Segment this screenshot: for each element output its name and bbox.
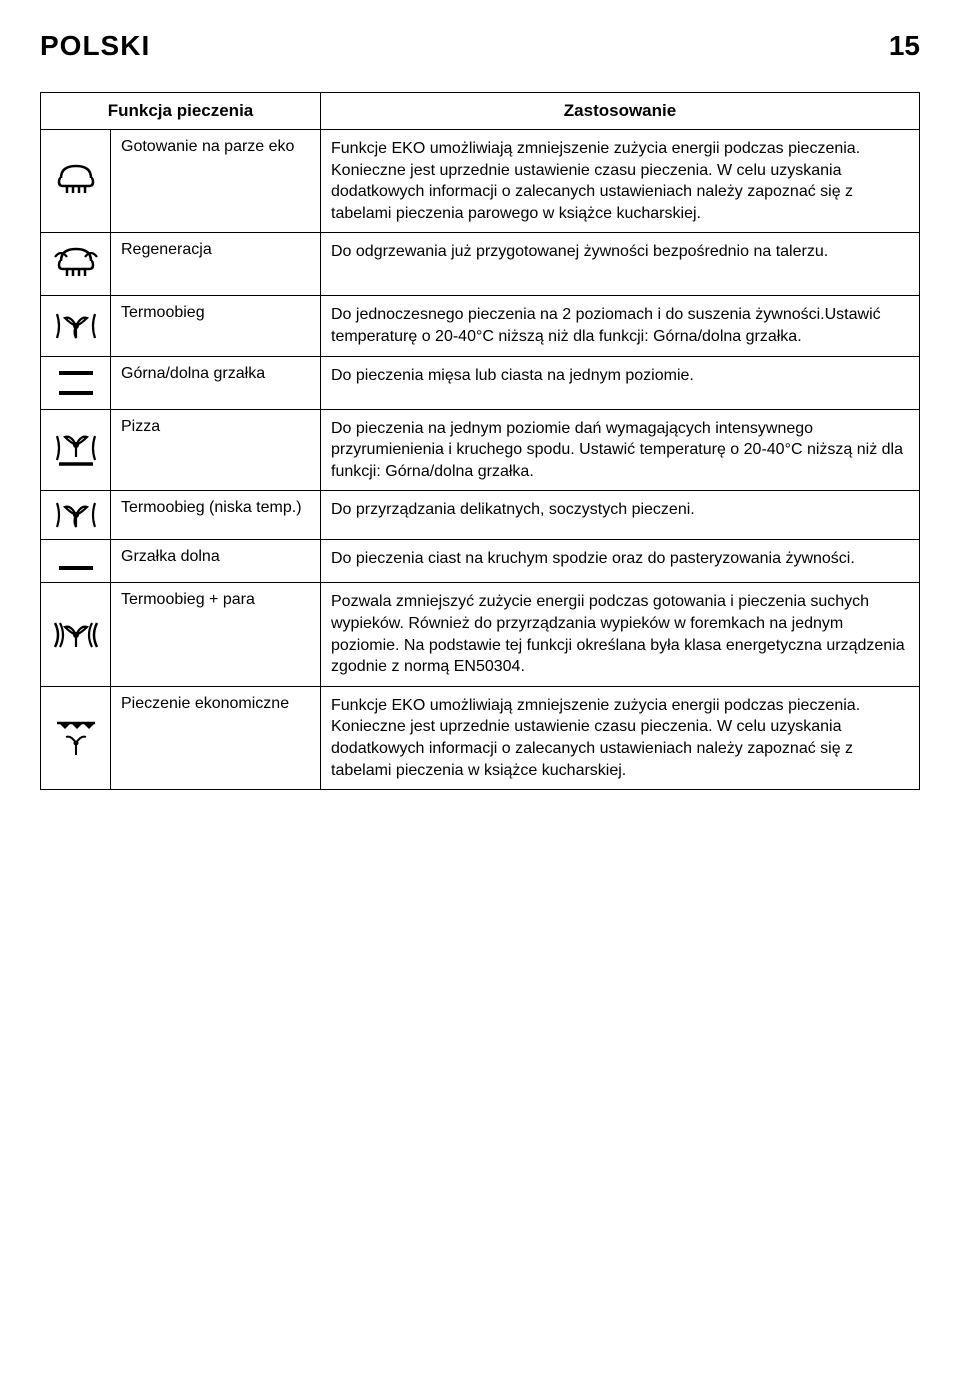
- fan-icon: [41, 491, 111, 540]
- table-row: Grzałka dolnaDo pieczenia ciast na kruch…: [41, 540, 920, 583]
- function-name: Górna/dolna grzałka: [111, 356, 321, 409]
- function-description: Funkcje EKO umożliwiają zmniejszenie zuż…: [321, 686, 920, 789]
- function-name: Termoobieg: [111, 296, 321, 356]
- header-left: POLSKI: [40, 30, 150, 62]
- table-row: PizzaDo pieczenia na jednym poziomie dań…: [41, 409, 920, 491]
- table-row: Termoobieg (niska temp.)Do przyrządzania…: [41, 491, 920, 540]
- pizza-icon: [41, 409, 111, 491]
- table-row: TermoobiegDo jednoczesnego pieczenia na …: [41, 296, 920, 356]
- function-description: Do przyrządzania delikatnych, soczystych…: [321, 491, 920, 540]
- fan-steam-icon: [41, 583, 111, 686]
- function-name: Regeneracja: [111, 233, 321, 296]
- col-header-funkcja: Funkcja pieczenia: [41, 93, 321, 130]
- function-description: Do pieczenia na jednym poziomie dań wyma…: [321, 409, 920, 491]
- steam-eco-icon: [41, 130, 111, 233]
- table-row: Górna/dolna grzałkaDo pieczenia mięsa lu…: [41, 356, 920, 409]
- function-name: Termoobieg + para: [111, 583, 321, 686]
- function-description: Funkcje EKO umożliwiają zmniejszenie zuż…: [321, 130, 920, 233]
- function-name: Pizza: [111, 409, 321, 491]
- page-header: POLSKI 15: [40, 30, 920, 62]
- col-header-zastosowanie: Zastosowanie: [321, 93, 920, 130]
- function-description: Do pieczenia mięsa lub ciasta na jednym …: [321, 356, 920, 409]
- functions-table: Funkcja pieczenia Zastosowanie Gotowanie…: [40, 92, 920, 790]
- function-description: Pozwala zmniejszyć zużycie energii podcz…: [321, 583, 920, 686]
- table-row: Pieczenie ekonomiczneFunkcje EKO umożliw…: [41, 686, 920, 789]
- table-row: Termoobieg + paraPozwala zmniejszyć zuży…: [41, 583, 920, 686]
- function-name: Pieczenie ekonomiczne: [111, 686, 321, 789]
- steam-regen-icon: [41, 233, 111, 296]
- top-bottom-icon: [41, 356, 111, 409]
- bottom-icon: [41, 540, 111, 583]
- table-row: RegeneracjaDo odgrzewania już przygotowa…: [41, 233, 920, 296]
- function-name: Grzałka dolna: [111, 540, 321, 583]
- function-name: Termoobieg (niska temp.): [111, 491, 321, 540]
- fan-icon: [41, 296, 111, 356]
- function-description: Do odgrzewania już przygotowanej żywnośc…: [321, 233, 920, 296]
- function-description: Do jednoczesnego pieczenia na 2 poziomac…: [321, 296, 920, 356]
- function-description: Do pieczenia ciast na kruchym spodzie or…: [321, 540, 920, 583]
- table-row: Gotowanie na parze ekoFunkcje EKO umożli…: [41, 130, 920, 233]
- eco-bake-icon: [41, 686, 111, 789]
- page-number: 15: [889, 30, 920, 62]
- function-name: Gotowanie na parze eko: [111, 130, 321, 233]
